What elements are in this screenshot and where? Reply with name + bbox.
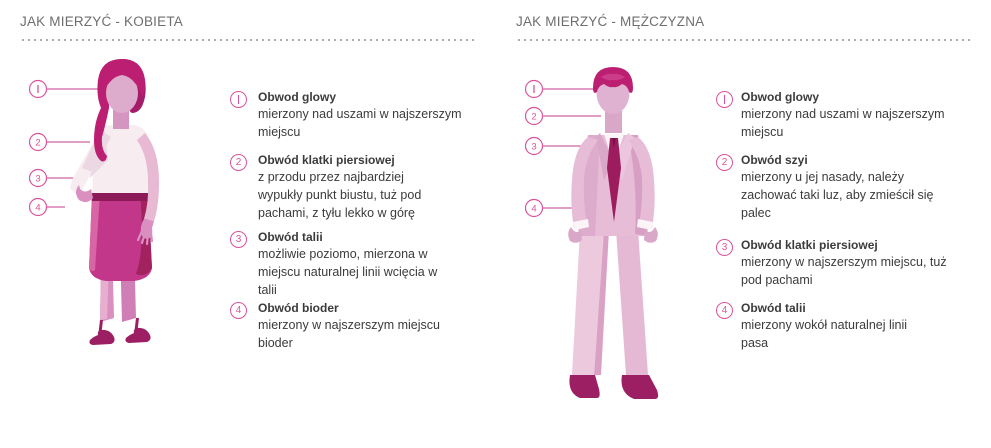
svg-text:3: 3 (531, 142, 536, 153)
svg-text:3: 3 (35, 174, 40, 185)
svg-text:4: 4 (531, 204, 536, 215)
svg-text:2: 2 (531, 112, 536, 123)
svg-text:2: 2 (35, 138, 40, 149)
svg-text:4: 4 (35, 203, 40, 214)
